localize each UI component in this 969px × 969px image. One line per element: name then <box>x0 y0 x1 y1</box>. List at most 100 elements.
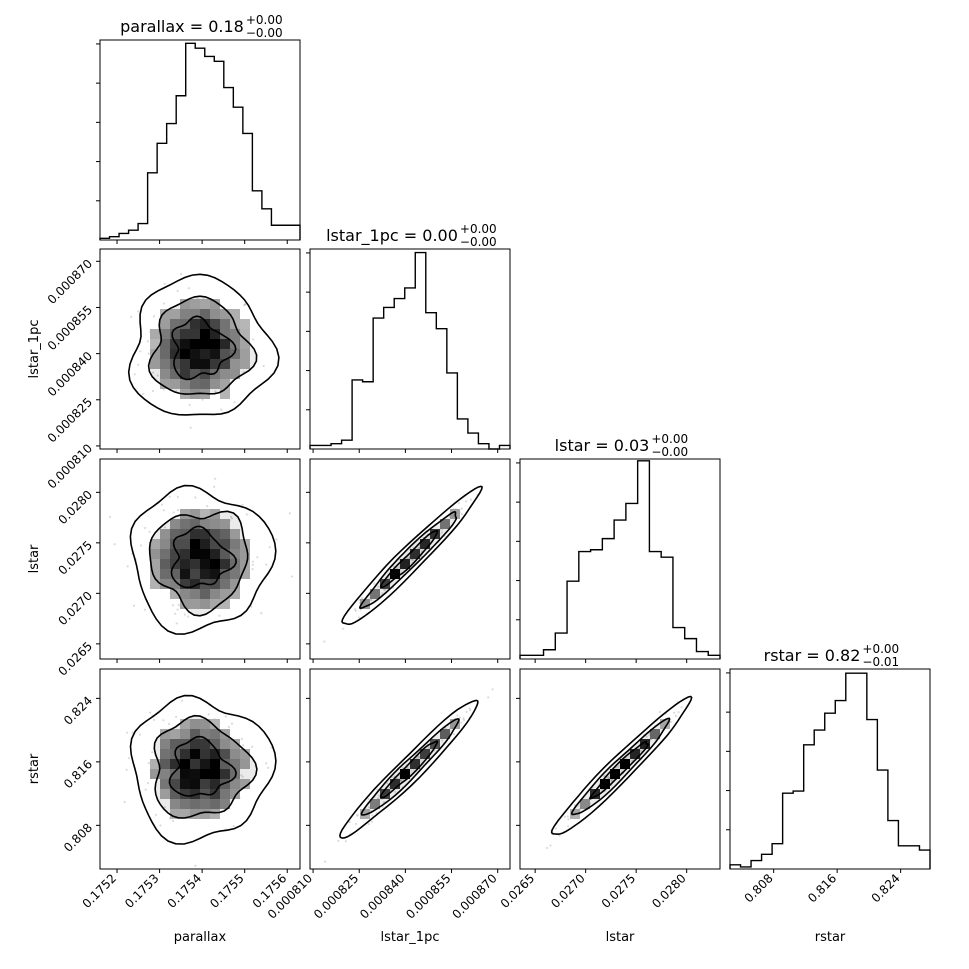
density-cell <box>180 749 190 759</box>
scatter-point <box>377 794 380 797</box>
scatter-point <box>163 806 166 809</box>
scatter-point <box>399 779 403 782</box>
density-cell <box>220 349 230 359</box>
density-cell <box>210 359 220 369</box>
scatter-point <box>291 575 294 578</box>
density-cell <box>160 549 170 559</box>
scatter-point <box>194 864 197 867</box>
scatter-point <box>151 751 154 754</box>
density-cell <box>190 509 200 519</box>
scatter-point <box>127 757 130 760</box>
scatter-point <box>452 733 455 736</box>
panel-content <box>323 485 483 643</box>
scatter-point <box>563 815 567 818</box>
scatter-point <box>367 822 371 826</box>
density-cell <box>240 569 250 579</box>
density-cell <box>190 749 200 759</box>
scatter-point <box>251 745 254 749</box>
density-cell <box>170 359 180 369</box>
density-cell <box>240 339 250 349</box>
scatter-point <box>608 777 611 780</box>
title-lstar: lstar = 0.03 +0.00−0.00 <box>555 432 688 459</box>
density-cell <box>230 339 240 349</box>
density-cell <box>220 549 230 559</box>
scatter-point <box>266 766 270 769</box>
scatter-point <box>373 582 376 585</box>
scatter-point <box>176 289 179 293</box>
density-cell <box>410 549 420 559</box>
density-cell <box>180 779 190 789</box>
density-cell <box>200 589 210 599</box>
scatter-point <box>180 272 183 276</box>
density-cell <box>200 359 210 369</box>
title-sub: −0.00 <box>460 235 497 249</box>
density-cell <box>220 769 230 779</box>
density-cell <box>200 739 210 749</box>
density-cell <box>210 799 220 809</box>
scatter-point <box>171 819 175 823</box>
scatter-point <box>468 707 471 710</box>
density-cell <box>210 549 220 559</box>
x-tick-label: 0.824 <box>869 871 903 905</box>
density-cell <box>230 749 240 759</box>
scatter-point <box>382 588 386 591</box>
density-cell <box>210 809 220 819</box>
scatter-point <box>383 589 387 592</box>
density-cell <box>370 799 380 809</box>
density-cell <box>230 359 240 369</box>
panel-frame <box>519 668 721 870</box>
density-cell <box>620 759 630 769</box>
scatter-point <box>141 392 145 395</box>
contour-line <box>129 694 277 845</box>
density-cell <box>400 769 410 779</box>
density-cell <box>190 589 200 599</box>
density-cell <box>190 599 200 609</box>
scatter-point <box>162 719 165 722</box>
y-tick-label: 0.000855 <box>45 303 95 353</box>
density-cell <box>190 799 200 809</box>
x-tick-label: 0.1752 <box>80 871 120 911</box>
density-cell <box>210 579 220 589</box>
scatter-point <box>229 515 233 519</box>
density-cell <box>180 719 190 729</box>
title-sub: −0.00 <box>246 26 283 40</box>
scatter-point <box>163 526 166 529</box>
scatter-point <box>610 779 613 782</box>
density-cell <box>180 359 190 369</box>
contour-line <box>358 510 458 610</box>
density-cell <box>210 329 220 339</box>
density-cell <box>200 299 210 309</box>
density-cell <box>150 759 160 769</box>
scatter-point <box>458 716 462 719</box>
panel-frame <box>309 458 511 660</box>
density-cell <box>150 559 160 569</box>
scatter-point <box>381 592 384 595</box>
density-cell <box>220 519 230 529</box>
density-cell <box>160 759 170 769</box>
density-cell <box>230 549 240 559</box>
density-cell <box>150 539 160 549</box>
x-tick-label: 0.816 <box>805 871 839 905</box>
density-cell <box>190 779 200 789</box>
density-cell <box>240 359 250 369</box>
density-cell <box>190 769 200 779</box>
scatter-point <box>113 543 116 546</box>
scatter-point <box>361 596 364 600</box>
scatter-point <box>368 806 371 809</box>
panel-lstar-hist: lstar = 0.03 +0.00−0.00 <box>516 432 721 660</box>
scatter-point <box>440 531 443 534</box>
scatter-point <box>188 403 191 406</box>
scatter-point <box>227 725 230 729</box>
scatter-point <box>469 498 472 501</box>
y-tick-label: 0.824 <box>61 694 95 728</box>
x-tick-label: 0.1755 <box>207 871 247 911</box>
density-cell <box>210 559 220 569</box>
density-cell <box>200 309 210 319</box>
scatter-point <box>465 710 468 714</box>
density-cell <box>170 569 180 579</box>
scatter-point <box>230 517 233 520</box>
x-tick-label: 0.0265 <box>498 871 538 911</box>
scatter-point <box>324 860 327 863</box>
density-cell <box>230 309 240 319</box>
panel-content <box>324 688 494 863</box>
